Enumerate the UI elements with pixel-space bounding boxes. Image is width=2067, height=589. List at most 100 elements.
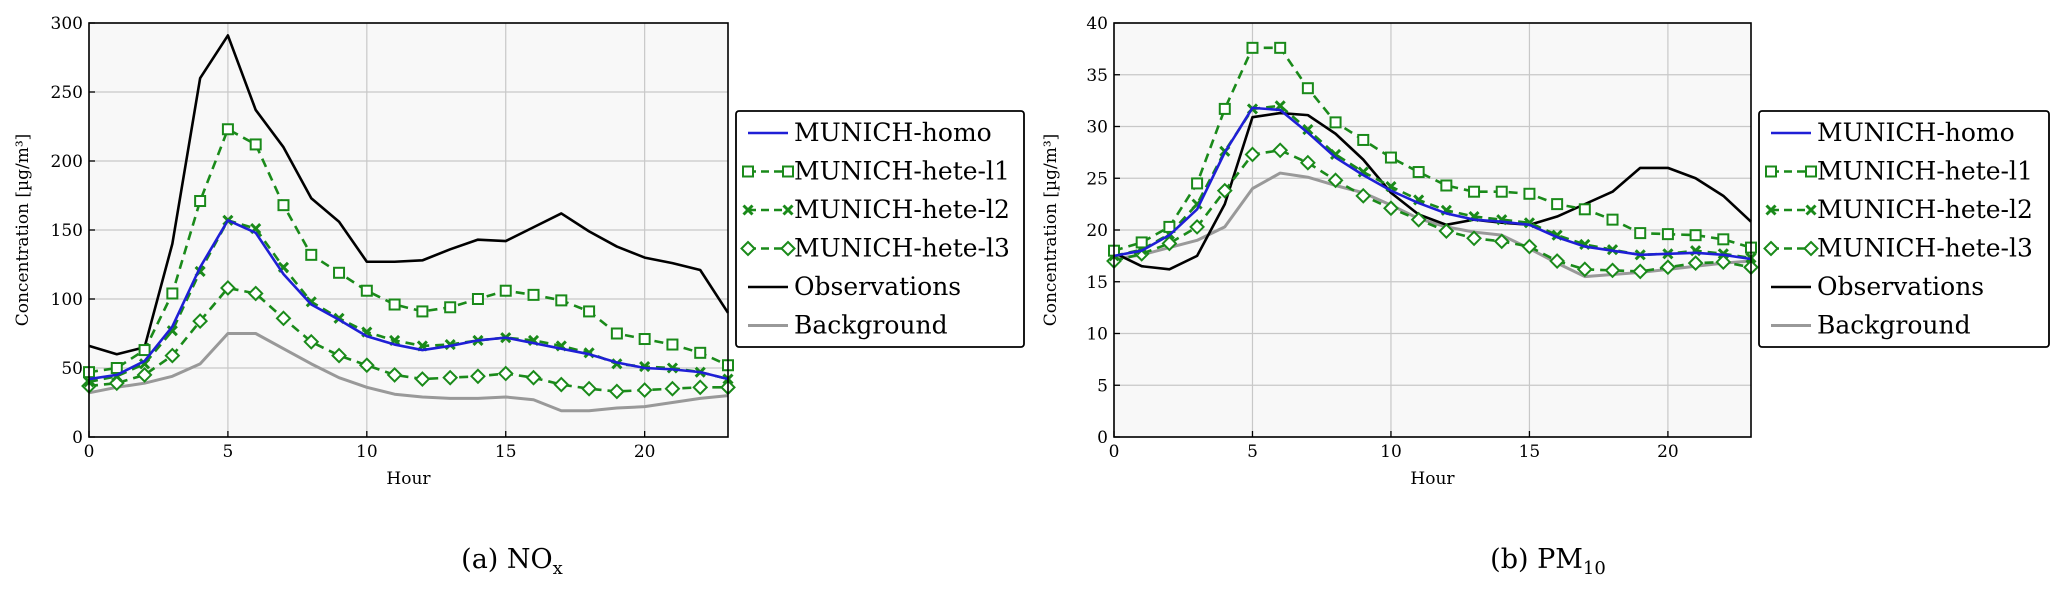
series-munich-hete-l3 bbox=[1106, 142, 1759, 280]
data-point bbox=[1606, 213, 1619, 226]
data-point bbox=[583, 305, 596, 318]
y-axis-label: Concentration [µg/m³] bbox=[1041, 134, 1061, 327]
y-tick-label: 250 bbox=[51, 83, 83, 103]
y-tick-label: 5 bbox=[1097, 376, 1108, 396]
marker-stroke bbox=[1357, 166, 1369, 178]
x-axis-label: Hour bbox=[386, 469, 431, 489]
data-point bbox=[1302, 124, 1314, 136]
y-tick-label: 150 bbox=[51, 221, 83, 241]
legend-item: Background bbox=[748, 311, 948, 340]
x-tick-label: 10 bbox=[356, 442, 378, 462]
marker-stroke bbox=[583, 347, 595, 359]
data-point bbox=[1191, 177, 1204, 190]
data-point bbox=[555, 294, 568, 307]
data-point bbox=[636, 382, 653, 398]
data-point bbox=[1440, 179, 1453, 192]
data-point bbox=[1327, 172, 1344, 189]
series-line bbox=[88, 219, 729, 384]
legend-label: MUNICH-homo bbox=[794, 118, 992, 147]
y-tick-label: 20 bbox=[1086, 221, 1108, 241]
chart-nox: 0 5 10 15 20050100150200250300HourConcentrat… bbox=[13, 14, 1025, 579]
data-point bbox=[1661, 228, 1674, 241]
data-point bbox=[581, 380, 598, 397]
marker-stroke bbox=[1330, 148, 1342, 161]
data-point bbox=[1717, 233, 1730, 246]
data-point bbox=[1330, 148, 1342, 161]
data-point bbox=[1689, 229, 1702, 242]
x-tick-label: 10 bbox=[1380, 442, 1402, 462]
marker-stroke bbox=[639, 361, 651, 373]
legend: MUNICH-homo MUNICH-hete-l1 MUNICH-hete-l2 M… bbox=[1758, 110, 2050, 348]
legend-box bbox=[735, 110, 1025, 348]
y-tick-label: 0 bbox=[72, 428, 83, 448]
data-point bbox=[1189, 218, 1206, 235]
data-point bbox=[277, 199, 290, 212]
y-tick-label: 0 bbox=[1097, 428, 1108, 448]
marker-stroke bbox=[611, 358, 623, 370]
x-tick-label: 20 bbox=[634, 442, 656, 462]
y-tick-label: 50 bbox=[61, 359, 83, 379]
x-axis-label: Hour bbox=[1410, 469, 1455, 489]
marker-stroke bbox=[666, 362, 678, 374]
series-line bbox=[88, 332, 729, 413]
data-point bbox=[1659, 259, 1676, 276]
marker-stroke bbox=[1551, 229, 1563, 241]
data-point bbox=[1578, 203, 1591, 216]
chart-pm10: 0 5 10 15 20 0 5 10 15 20 25 30 35 40 Hour Concentratio… bbox=[1041, 14, 2050, 579]
legend-marker bbox=[740, 240, 756, 257]
legend-label: MUNICH-hete-l1 bbox=[794, 157, 1010, 186]
data-point bbox=[1272, 142, 1289, 159]
data-point bbox=[692, 379, 709, 396]
legend-label: MUNICH-hete-l2 bbox=[794, 195, 1010, 224]
data-point bbox=[1383, 200, 1399, 217]
data-point bbox=[1329, 116, 1342, 129]
data-point bbox=[136, 366, 153, 383]
series-background bbox=[88, 332, 729, 413]
legend-label: Observations bbox=[1817, 272, 1984, 301]
data-point bbox=[249, 138, 262, 151]
data-point bbox=[694, 346, 707, 359]
data-point bbox=[1161, 235, 1178, 252]
legend-label: Background bbox=[794, 311, 948, 340]
chart-caption: (a) NOx bbox=[461, 544, 563, 579]
data-point bbox=[360, 284, 373, 297]
data-point bbox=[442, 369, 459, 386]
data-point bbox=[303, 333, 320, 350]
data-point bbox=[1715, 254, 1732, 270]
data-point bbox=[1357, 133, 1370, 146]
data-point bbox=[1438, 223, 1455, 239]
series-line bbox=[1113, 111, 1752, 271]
data-point bbox=[1244, 146, 1261, 163]
data-point bbox=[386, 366, 403, 383]
legend-item: Observations bbox=[748, 272, 961, 301]
legend-marker bbox=[1765, 204, 1777, 216]
legend-label: MUNICH-homo bbox=[1817, 118, 2015, 147]
data-point bbox=[1357, 166, 1369, 178]
series-observations bbox=[1113, 111, 1752, 271]
data-point bbox=[1218, 102, 1231, 115]
chart-caption: (b) PM10 bbox=[1490, 544, 1606, 579]
y-tick-label: 300 bbox=[51, 14, 83, 34]
series-line bbox=[88, 34, 730, 356]
legend-item: MUNICH-hete-l1 bbox=[1765, 157, 2033, 186]
data-point bbox=[1466, 230, 1482, 247]
legend-marker bbox=[1763, 240, 1779, 257]
data-point bbox=[1299, 154, 1316, 171]
data-point bbox=[1549, 253, 1566, 269]
data-point bbox=[1495, 185, 1508, 198]
data-point bbox=[1632, 263, 1649, 280]
data-point bbox=[388, 298, 401, 311]
data-point bbox=[1412, 166, 1425, 179]
data-point bbox=[1246, 41, 1259, 54]
data-point bbox=[358, 357, 375, 374]
data-point bbox=[166, 287, 179, 300]
marker-stroke bbox=[1765, 204, 1777, 216]
series-line bbox=[1113, 149, 1752, 273]
legend-label: Background bbox=[1817, 311, 1971, 340]
data-point bbox=[1634, 227, 1647, 240]
legend-box bbox=[1758, 110, 2050, 348]
data-point bbox=[219, 280, 236, 296]
legend-marker bbox=[782, 165, 794, 178]
data-point bbox=[139, 358, 151, 370]
marker-stroke bbox=[742, 204, 754, 216]
